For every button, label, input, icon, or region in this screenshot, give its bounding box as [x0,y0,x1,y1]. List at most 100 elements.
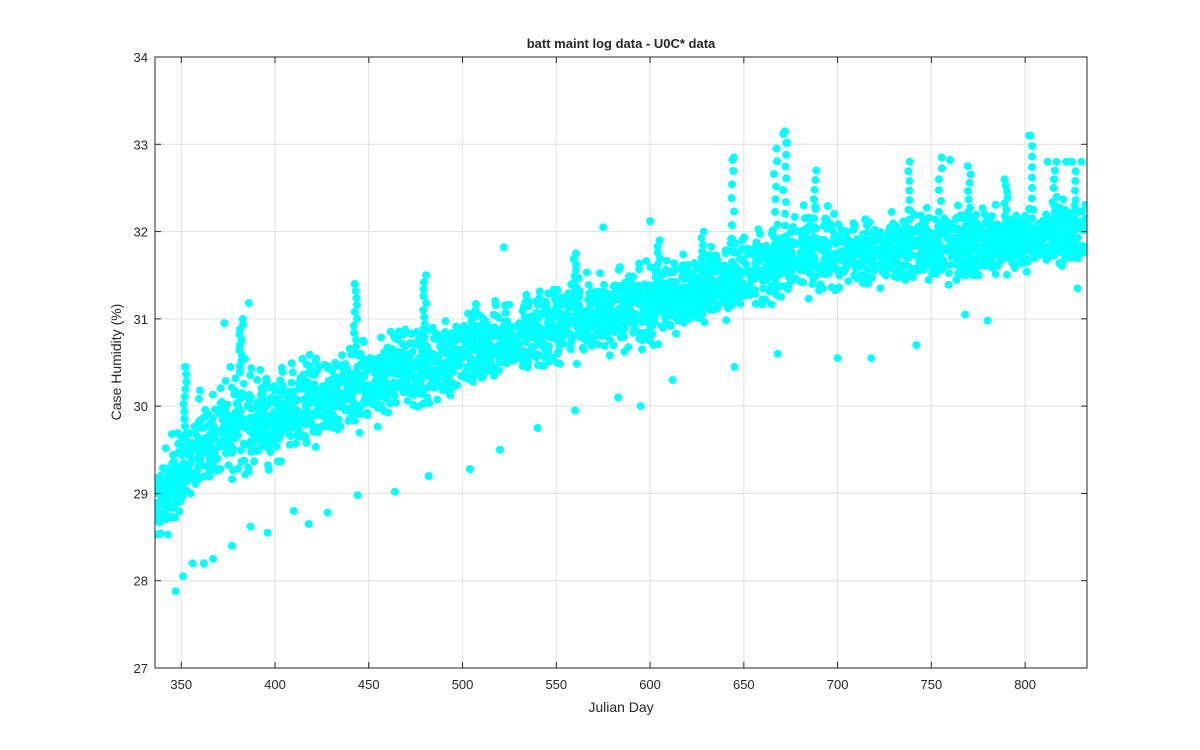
data-point [931,215,940,224]
data-point [655,291,664,300]
data-point [190,455,199,464]
data-point [1002,205,1011,214]
data-point [582,268,591,277]
data-point [1052,157,1061,166]
data-point [443,382,452,391]
data-point [601,330,610,339]
data-point [600,280,609,289]
data-point [237,446,245,455]
data-point [679,250,688,259]
data-point [593,317,602,326]
data-point [876,284,885,293]
data-point [549,289,558,298]
data-point [314,424,323,433]
data-point [200,461,209,470]
data-point [759,284,767,293]
data-point [257,422,266,431]
data-point [680,318,688,327]
data-point [584,281,593,289]
data-point [458,325,467,334]
data-point [420,341,428,349]
data-point [1009,249,1017,258]
data-point [402,352,411,361]
data-point [338,351,347,360]
data-point [767,300,776,309]
data-point [897,227,906,236]
data-point [788,222,797,231]
data-point [209,390,217,399]
data-point [844,235,853,244]
data-point [544,332,553,341]
data-point [468,377,477,386]
data-point [616,319,625,328]
data-point [449,368,458,376]
data-point [340,373,349,382]
data-point [935,240,944,249]
data-point [1002,243,1011,252]
data-point [383,383,392,392]
data-point [653,260,662,269]
data-point [292,406,301,415]
data-point [169,481,178,490]
data-point [961,310,970,319]
data-point [936,251,945,260]
data-point [1081,218,1087,227]
data-point [353,314,361,323]
data-point [1027,215,1036,224]
data-point [1071,196,1080,205]
data-point [614,393,623,402]
data-point [905,186,914,195]
data-point [239,379,248,388]
data-point [721,249,730,258]
data-point [1071,244,1080,253]
data-point [424,351,433,360]
data-point [441,317,450,326]
data-point [812,166,821,175]
data-point [182,377,191,386]
axes-box [154,56,1088,669]
data-point [781,221,790,230]
data-point [963,228,972,237]
data-point [456,346,465,355]
data-point [645,309,654,318]
data-point [655,236,664,245]
data-point [515,339,524,348]
data-point [177,442,186,451]
data-point [421,371,430,380]
data-point [991,200,1000,209]
data-point [788,252,797,261]
data-point [853,250,862,259]
data-point [621,311,630,320]
data-point [433,395,442,404]
data-point [1052,245,1061,253]
data-point [656,297,665,306]
data-point [328,377,337,386]
data-point [843,242,851,251]
data-point [1042,210,1050,219]
data-point [228,475,237,484]
data-point [704,281,713,290]
data-point [433,367,442,376]
data-point [572,359,581,368]
data-point [221,411,230,420]
data-point [441,366,450,375]
data-point [263,528,272,537]
data-point [425,399,434,408]
data-point [1059,195,1068,204]
data-point [185,444,194,453]
data-point [1055,259,1064,267]
x-tick-labels: 350 400 450 500 550 600 650 700 750 800 [170,677,1036,692]
data-point [740,258,749,267]
data-point [1016,218,1025,227]
data-point [551,304,560,313]
data-point [402,378,411,387]
data-point [246,371,255,380]
data-point [234,464,243,473]
data-point [175,496,184,505]
data-point [653,248,662,257]
data-point [777,292,785,301]
data-point [875,245,884,254]
data-point [351,349,360,358]
data-point [904,205,913,214]
data-point [1012,211,1021,220]
